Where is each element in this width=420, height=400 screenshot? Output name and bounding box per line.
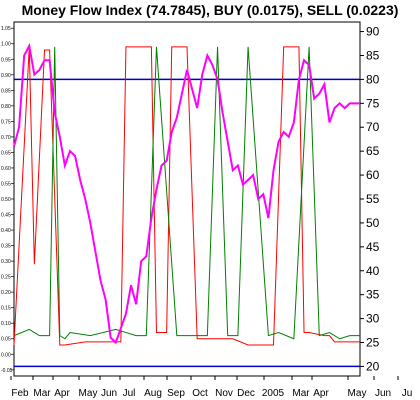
left-tick-label: 1.05 [1, 26, 11, 32]
x-tick-label: Ju [402, 388, 413, 399]
x-tick-label: Mar [33, 388, 51, 399]
right-tick-label: 60 [366, 168, 380, 182]
left-tick-label: 0.55 [1, 181, 11, 187]
right-tick-label: 85 [366, 48, 380, 62]
left-tick-label: 0.85 [1, 88, 11, 94]
left-tick-label: 0.40 [1, 228, 11, 234]
left-tick-label: 0.65 [1, 150, 11, 156]
x-tick-label: Nov [215, 388, 233, 399]
left-tick-label: 0.95 [1, 57, 11, 63]
left-tick-label: 0.15 [1, 306, 11, 312]
left-tick-label: 0.25 [1, 275, 11, 281]
left-tick-label: 0.05 [1, 337, 11, 343]
right-tick-label: 40 [366, 264, 380, 278]
x-tick-label: Sep [167, 388, 185, 399]
left-tick-label: 0.75 [1, 119, 11, 125]
right-tick-label: 35 [366, 288, 380, 302]
left-tick-label: 0.60 [1, 166, 11, 172]
x-tick-label: 2005 [262, 388, 285, 399]
right-tick-label: 70 [366, 120, 380, 134]
buy-line [13, 46, 360, 340]
right-tick-label: 30 [366, 312, 380, 326]
left-axis: -0.05 0.00 0.05 0.10 0.15 0.20 0.25 0.30 0.35 0.4… [1, 26, 14, 374]
x-tick-label: Jun [101, 388, 117, 399]
x-axis: Feb Mar Apr May Jun Jul Aug Sep Oct Nov Dec 2005 Mar… [10, 376, 413, 399]
x-tick-label: Jun [375, 388, 391, 399]
x-tick-label: May [79, 388, 98, 399]
x-tick-label: Jul [123, 388, 136, 399]
x-tick-label: Dec [237, 388, 255, 399]
left-tick-label: 0.30 [1, 259, 11, 265]
left-tick-label: 0.50 [1, 197, 11, 203]
plot-area [13, 21, 361, 377]
chart-title: Money Flow Index (74.7845), BUY (0.0175)… [22, 2, 399, 18]
left-tick-label: 0.20 [1, 290, 11, 296]
left-tick-label: 1.00 [1, 42, 11, 48]
left-tick-label: 0.80 [1, 104, 11, 110]
right-tick-label: 55 [366, 192, 380, 206]
left-tick-label: 0.45 [1, 213, 11, 219]
right-axis: 20 25 30 35 40 45 50 55 60 65 70 75 80 85 90 [360, 25, 380, 373]
right-tick-label: 90 [366, 25, 380, 39]
left-tick-label: 0.35 [1, 244, 11, 250]
left-tick-label: 0.70 [1, 135, 11, 141]
right-tick-label: 45 [366, 240, 380, 254]
x-tick-label: May [348, 388, 367, 399]
left-tick-label: 0.00 [1, 352, 11, 358]
reference-lines [14, 78, 360, 368]
mfi-line [13, 42, 360, 345]
x-tick-label: Apr [54, 388, 70, 399]
right-tick-label: 25 [366, 336, 380, 350]
right-tick-label: 50 [366, 216, 380, 230]
x-tick-label: Apr [313, 388, 329, 399]
left-tick-label: 0.90 [1, 73, 11, 79]
right-tick-label: 65 [366, 144, 380, 158]
right-tick-label: 20 [366, 359, 380, 373]
right-tick-label: 80 [366, 72, 380, 86]
right-tick-label: 75 [366, 96, 380, 110]
left-tick-label: 0.10 [1, 321, 11, 327]
x-tick-label: Mar [292, 388, 310, 399]
x-tick-label: Oct [192, 388, 208, 399]
left-tick-label: -0.05 [1, 368, 13, 374]
sell-line [13, 46, 360, 346]
x-tick-label: Feb [11, 388, 29, 399]
x-tick-label: Aug [144, 388, 162, 399]
series-layer [13, 42, 360, 346]
